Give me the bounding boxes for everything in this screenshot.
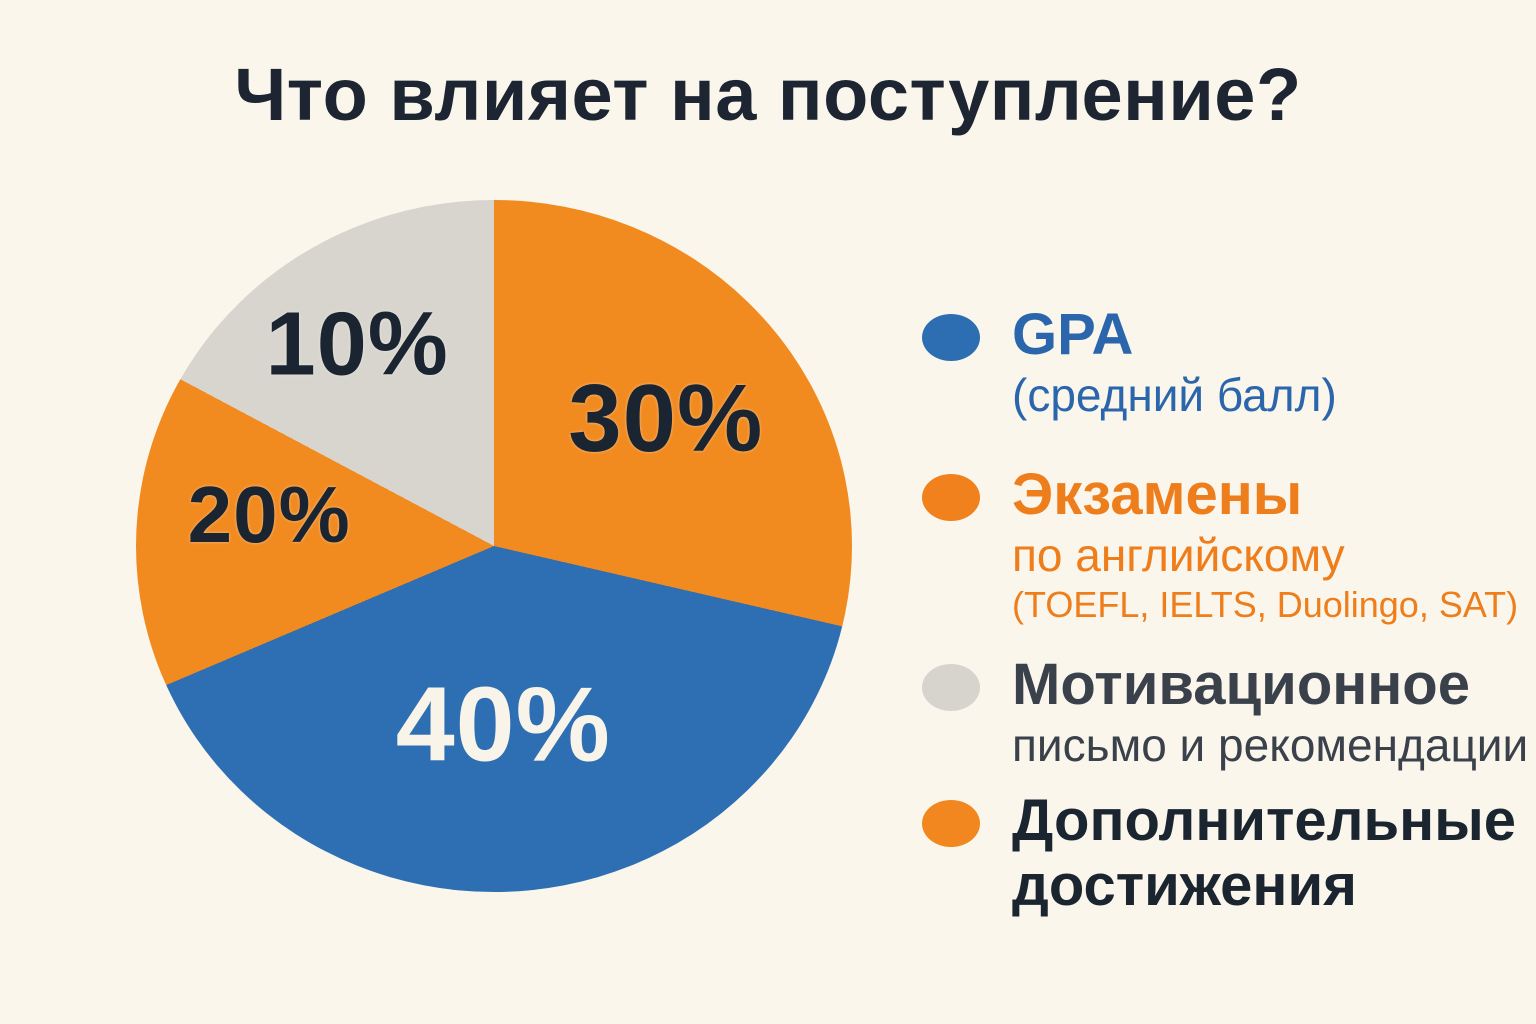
legend-item-subtitle: письмо и рекомендации [1012,719,1529,771]
slice-label-achievements-20: 20% [187,469,351,559]
legend-item-title: GPA [1012,302,1134,367]
slice-label-gpa-40: 40% [395,665,611,784]
legend-dot-orange [922,800,980,847]
legend-dot-gray [922,664,980,711]
legend-item-title: Дополнительные [1012,788,1516,853]
legend-item-title: Экзамены [1012,462,1303,527]
legend: GPA (средний балл) Экзамены по английско… [922,0,1528,1024]
legend-item-note: (TOEFL, IELTS, Duolingo, SAT) [1012,584,1519,625]
legend-item-subtitle: достижения [1012,853,1357,918]
pie-chart: 30% 40% 20% 10% [136,200,852,892]
page-title: Что влияет на поступление? [234,53,1302,136]
legend-dot-blue [922,314,980,361]
legend-dot-orange [922,474,980,521]
slice-label-exams-30: 30% [568,364,764,472]
legend-item-gpa: GPA (средний балл) [922,302,1337,422]
legend-item-subtitle: по английскому [1012,529,1345,581]
legend-item-extra-achievements: Дополнительные достижения [922,788,1516,918]
legend-item-subtitle: (средний балл) [1012,369,1337,421]
legend-item-english-exams: Экзамены по английскому (TOEFL, IELTS, D… [922,462,1518,628]
slice-label-motivation-10: 10% [265,294,449,395]
legend-item-motivation-letter: Мотивационное письмо и рекомендации [922,652,1528,772]
legend-item-title: Мотивационное [1012,652,1470,717]
